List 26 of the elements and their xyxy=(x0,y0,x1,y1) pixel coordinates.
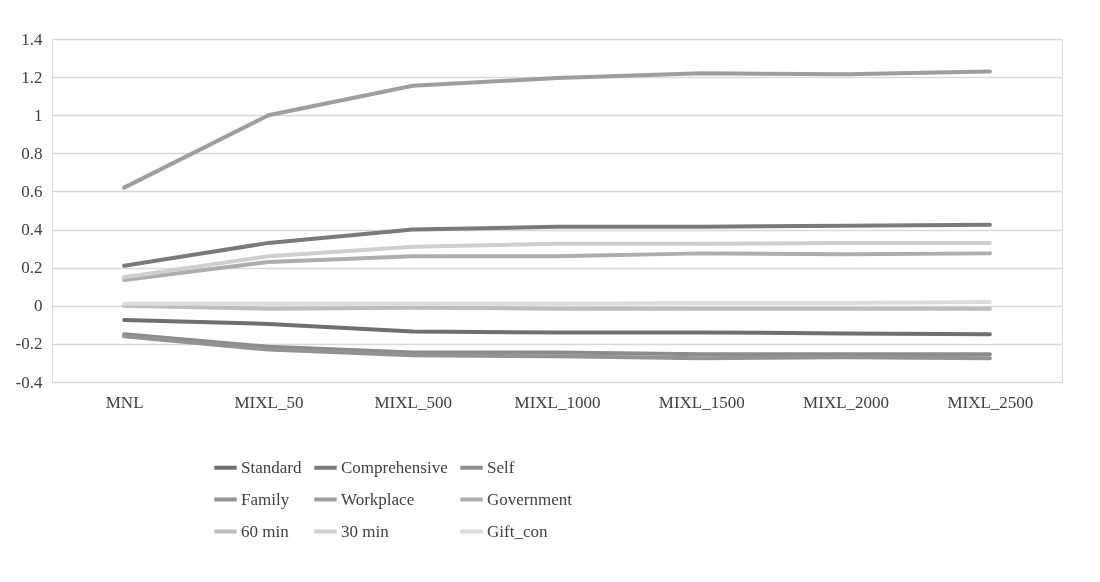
legend-label: Family xyxy=(241,489,290,509)
legend-label: Workplace xyxy=(341,489,415,509)
x-tick-label: MIXL_1500 xyxy=(658,392,745,412)
legend-label: Comprehensive xyxy=(341,457,448,477)
x-tick-label: MIXL_2500 xyxy=(947,392,1034,412)
y-tick-label: 0.2 xyxy=(21,258,43,278)
legend-label: Gift_con xyxy=(487,521,548,541)
y-tick-label: 1.2 xyxy=(21,67,43,87)
y-tick-label: -0.4 xyxy=(15,372,43,392)
x-tick-label: MIXL_1000 xyxy=(514,392,601,412)
y-tick-label: 0.6 xyxy=(21,181,43,201)
y-tick-label: 0.8 xyxy=(21,143,43,163)
legend-label: Government xyxy=(487,489,573,509)
legend-label: 60 min xyxy=(241,521,290,541)
y-tick-label: 0 xyxy=(34,296,43,316)
y-tick-label: 0.4 xyxy=(21,220,43,240)
legend-label: Standard xyxy=(241,457,302,477)
y-tick-label: 1.4 xyxy=(21,29,43,49)
x-tick-label: MIXL_50 xyxy=(234,392,304,412)
x-tick-label: MNL xyxy=(105,392,144,412)
legend-label: 30 min xyxy=(341,521,390,541)
x-tick-label: MIXL_500 xyxy=(374,392,452,412)
legend-label: Self xyxy=(487,457,515,477)
y-tick-label: -0.2 xyxy=(15,334,43,354)
x-tick-label: MIXL_2000 xyxy=(803,392,890,412)
y-tick-label: 1 xyxy=(34,105,43,125)
